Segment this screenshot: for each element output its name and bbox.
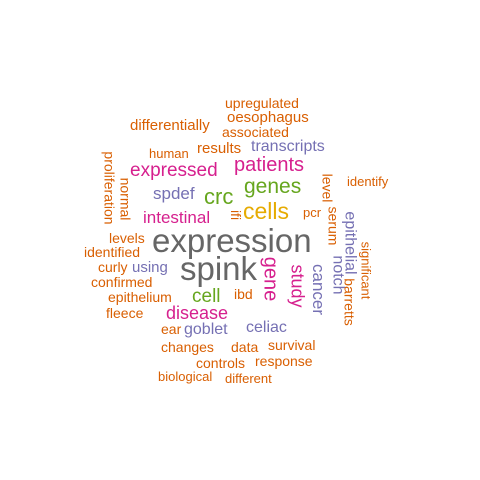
word-identify: identify	[347, 174, 389, 189]
word-spdef: spdef	[153, 184, 195, 203]
word-spink: spink	[180, 250, 258, 287]
word-ear: ear	[161, 321, 182, 337]
word-expression: expression	[152, 222, 312, 259]
word-survival: survival	[268, 337, 316, 353]
word-confirmed: confirmed	[91, 274, 153, 290]
word-identified: identified	[84, 244, 141, 260]
word-disease: disease	[166, 303, 229, 323]
word-gene: gene	[258, 256, 281, 302]
word-proliferation: proliferation	[101, 151, 118, 225]
word-differentially: differentially	[130, 117, 210, 134]
word-celiac: celiac	[246, 319, 287, 336]
word-human: human	[149, 146, 189, 161]
word-expressed: expressed	[130, 160, 218, 181]
word-genes: genes	[244, 175, 302, 198]
word-intestinal: intestinal	[143, 208, 211, 227]
word-levels: levels	[109, 230, 145, 246]
word-response: response	[255, 353, 313, 369]
word-ibd: ibd	[234, 286, 253, 302]
word-oesophagus: oesophagus	[227, 109, 309, 126]
word-barretts: barretts	[341, 278, 358, 326]
word-fleece: fleece	[106, 305, 144, 321]
word-cells: cells	[243, 198, 290, 224]
word-level: level	[318, 173, 335, 203]
word-study: study	[287, 264, 308, 308]
word-serum: serum	[324, 206, 341, 246]
word-goblet: goblet	[184, 321, 228, 338]
word-curly: curly	[98, 259, 128, 275]
word-crc: crc	[204, 184, 234, 209]
word-associated: associated	[222, 124, 289, 140]
word-epithelial: epithelial	[341, 211, 359, 275]
word-different: different	[225, 371, 272, 386]
word-transcripts: transcripts	[251, 138, 325, 155]
word-changes: changes	[161, 339, 214, 355]
word-cell: cell	[192, 286, 221, 307]
word-using: using	[132, 259, 168, 276]
word-biological: biological	[158, 369, 213, 384]
word-pcr: pcr	[303, 205, 322, 220]
word-patients: patients	[234, 154, 305, 176]
word-upregulated: upregulated	[225, 95, 299, 111]
word-cancer: cancer	[308, 263, 328, 315]
word-ifi: ifi	[228, 209, 245, 221]
word-normal: normal	[116, 177, 133, 221]
word-results: results	[197, 140, 242, 157]
word-controls: controls	[196, 355, 246, 371]
word-data: data	[231, 339, 259, 355]
word-epithelium: epithelium	[108, 289, 172, 305]
word-significant: significant	[358, 241, 374, 299]
